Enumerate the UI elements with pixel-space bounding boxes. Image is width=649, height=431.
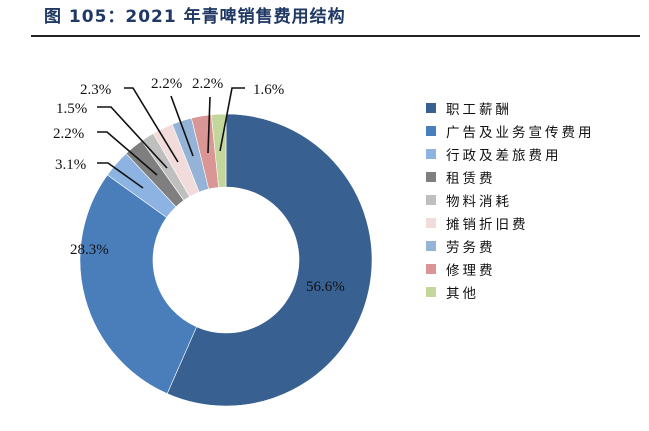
donut-slice [166,113,373,407]
donut-slice [211,113,227,188]
title-divider [31,35,640,37]
legend-swatch [426,263,436,274]
legend-item-admin: 行政及差旅费用 [426,142,595,165]
label-other: 1.6% [253,82,284,98]
leader-line-labor [170,95,194,157]
chart-title: 图 105：2021 年青啤销售费用结构 [44,7,346,27]
leader-line-materials [97,106,168,169]
label-depreciation: 2.3% [80,82,111,98]
legend-item-materials: 物料消耗 [426,188,595,211]
donut-slice [79,174,197,395]
legend-swatch [426,102,436,113]
legend-label: 劳务费 [446,239,496,256]
label-repair: 2.2% [192,76,223,92]
legend-swatch [426,286,436,297]
legend-swatch [426,125,436,136]
label-ads: 28.3% [70,242,109,258]
leader-line-depreciation [124,87,179,163]
legend-label: 其他 [446,285,479,302]
legend-label: 修理费 [446,262,496,279]
legend-item-other: 其他 [426,280,595,303]
legend-item-repair: 修理费 [426,257,595,280]
legend-label: 广告及业务宣传费用 [446,124,595,141]
donut-slices [79,113,373,407]
leader-line-rent [97,131,158,176]
legend-label: 行政及差旅费用 [446,147,562,164]
legend-label: 租赁费 [446,170,496,187]
legend-item-depreciation: 摊销折旧费 [426,211,595,234]
legend-swatch [426,217,436,228]
label-rent: 2.2% [53,126,84,142]
leader-line-other [219,87,245,152]
legend-item-salary: 职工薪酬 [426,96,595,119]
label-materials: 1.5% [56,101,87,117]
legend-item-ads: 广告及业务宣传费用 [426,119,595,142]
chart-legend: 职工薪酬 广告及业务宣传费用 行政及差旅费用 租赁费 物料消耗 摊销折旧费 劳务… [426,96,595,303]
leader-lines [97,87,245,189]
leader-line-repair [207,96,211,154]
leader-line-admin [97,162,144,189]
legend-item-rent: 租赁费 [426,165,595,188]
legend-swatch [426,171,436,182]
legend-swatch [426,148,436,159]
legend-label: 摊销折旧费 [446,216,529,233]
legend-label: 物料消耗 [446,193,512,210]
legend-label: 职工薪酬 [446,101,512,118]
label-labor: 2.2% [151,76,182,92]
legend-swatch [426,194,436,205]
label-salary: 56.6% [306,279,345,295]
label-admin: 3.1% [55,157,86,173]
legend-swatch [426,240,436,251]
legend-item-labor: 劳务费 [426,234,595,257]
